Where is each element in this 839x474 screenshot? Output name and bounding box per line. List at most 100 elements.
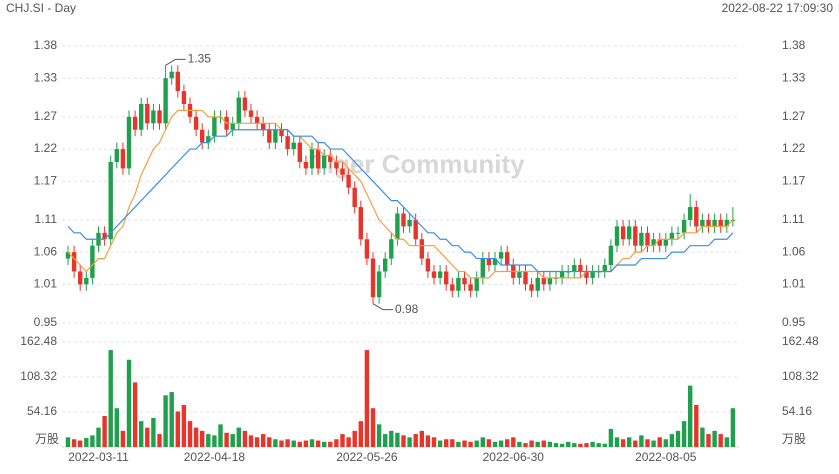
volume-bar [395, 432, 400, 447]
volume-bar [480, 437, 485, 447]
candle-body [65, 252, 71, 259]
volume-bar [236, 427, 241, 447]
candle-body [132, 116, 138, 130]
volume-bar [724, 437, 729, 447]
volume-bar [248, 435, 254, 447]
volume-bar [541, 440, 546, 447]
candle-body [645, 232, 650, 246]
candle-body [669, 232, 675, 240]
candle-body [437, 271, 443, 278]
volume-bar [126, 359, 132, 447]
volume-bar [315, 440, 321, 447]
volume-bar [90, 435, 95, 447]
volume-bar [187, 421, 193, 447]
y-tick-label: 1.33 [34, 70, 58, 84]
candle-body [352, 187, 357, 208]
volume-bar [468, 441, 473, 447]
candle-body [90, 245, 95, 278]
candle-body [712, 219, 717, 227]
candle-body [248, 110, 254, 117]
candle-body [517, 271, 522, 278]
volume-bar [303, 440, 309, 447]
candle-body [602, 265, 607, 272]
candle-body [431, 271, 437, 278]
candle-body [700, 219, 705, 227]
x-tick-label: 2022-06-30 [483, 450, 545, 464]
candle-body [169, 71, 174, 79]
volume-bar [279, 440, 284, 447]
volume-bar [486, 439, 492, 447]
volume-bar [529, 440, 534, 447]
candle-body [193, 116, 199, 130]
volume-bar [462, 440, 467, 447]
volume-bar [376, 424, 382, 447]
candle-body [230, 123, 235, 130]
candle-body [425, 258, 431, 272]
candle-body [505, 252, 510, 266]
y-tick-label: 1.33 [782, 70, 806, 84]
volume-unit: 万股 [782, 432, 806, 446]
volume-bar [242, 430, 248, 447]
candle-body [346, 174, 351, 188]
candle-body [608, 245, 614, 266]
volume-bar [431, 437, 437, 447]
volume-bar [364, 350, 370, 447]
y-tick-label: 1.11 [35, 212, 58, 226]
candle-body [633, 226, 638, 246]
candle-body [681, 219, 687, 233]
candle-body [303, 161, 309, 169]
volume-bar [608, 428, 614, 447]
candle-body [291, 142, 296, 150]
volume-bar [358, 421, 363, 447]
moving-average [67, 109, 734, 279]
candle-body [657, 239, 662, 246]
candle-body [480, 258, 485, 278]
volume-bar [285, 439, 290, 447]
volume-bar [139, 421, 144, 447]
candle-body [407, 219, 412, 227]
candle-body [212, 116, 217, 137]
y-tick-label: 1.17 [782, 173, 806, 187]
volume-bar [261, 434, 266, 447]
volume-bar [523, 443, 528, 447]
volume-bar [511, 437, 516, 447]
x-tick-label: 2022-08-05 [635, 450, 697, 464]
candle-body [675, 232, 681, 234]
volume-bar [389, 430, 394, 447]
candle-body [395, 213, 400, 240]
min-label: 0.98 [395, 302, 419, 316]
volume-bar [547, 441, 553, 447]
volume-bar [627, 437, 632, 447]
volume-bar [267, 437, 272, 447]
volume-bar [651, 440, 656, 447]
candle-body [108, 161, 113, 240]
candle-body [236, 97, 241, 124]
volume-bar [517, 441, 522, 447]
volume-bar [132, 382, 138, 447]
candle-body [584, 271, 589, 278]
candle-body [200, 129, 205, 143]
volume-bar [151, 417, 156, 447]
y-tick-label: 1.11 [782, 212, 805, 226]
volume-bar [120, 430, 126, 447]
candle-body [181, 91, 187, 104]
candle-body [139, 103, 144, 130]
volume-bar [212, 435, 217, 447]
candle-body [120, 149, 126, 169]
y-tick-label: 1.38 [782, 38, 806, 52]
volume-bar [419, 430, 424, 447]
candle-body [364, 239, 370, 259]
candle-body [145, 103, 150, 124]
candle-body [242, 97, 248, 111]
candle-body [620, 226, 626, 240]
volume-bar [328, 441, 333, 447]
candle-body [486, 258, 492, 266]
volume-bar [645, 439, 650, 447]
candle-body [474, 277, 479, 291]
candle-body [315, 149, 321, 169]
candle-body [468, 284, 473, 291]
volume-bar [730, 408, 736, 447]
candle-body [694, 207, 699, 227]
volume-bar [425, 435, 431, 447]
y-tick-label: 54.16 [782, 404, 812, 418]
